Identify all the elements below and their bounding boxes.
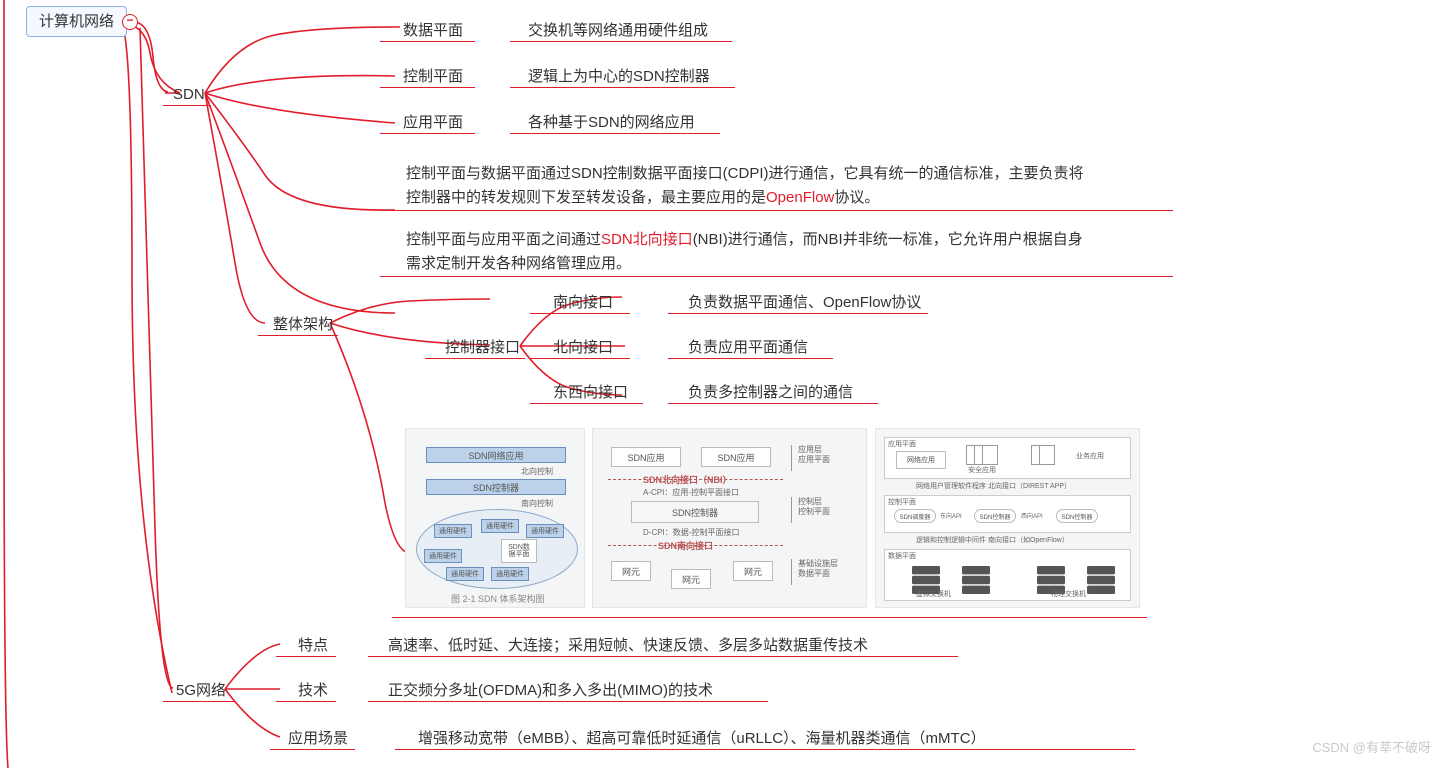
root-node[interactable]: 计算机网络	[26, 6, 127, 37]
underline	[530, 358, 630, 359]
d1-hw5: 通用硬件	[446, 567, 484, 581]
underline	[530, 313, 630, 314]
underline	[425, 358, 525, 359]
d2-sbi: SDN南向接口	[658, 539, 713, 552]
d1-sdn-data: SDN数 据平面	[501, 539, 537, 563]
d3-sec-app: 安全应用	[968, 465, 996, 475]
underline	[530, 403, 643, 404]
underline	[395, 749, 1135, 750]
d3-east: 东向API	[940, 511, 962, 520]
underline	[368, 701, 768, 702]
d2-right-ctrl: 控制层 控制平面	[791, 497, 858, 523]
d3-line1: 网络用户管理软件程序 北向接口（DIREST APP）	[916, 481, 1071, 491]
d2-ne1: 网元	[611, 561, 651, 581]
d3-data-plane: 数据平面	[888, 551, 916, 561]
d2-acpi: A-CPI：应用-控制平面接口	[643, 487, 739, 498]
d2-ne3: 网元	[733, 561, 773, 581]
d2-app2: SDN应用	[701, 447, 771, 467]
d1-hw1: 通用硬件	[434, 524, 472, 538]
underline	[163, 701, 235, 702]
d1-hw4: 通用硬件	[424, 549, 462, 563]
underline	[510, 133, 720, 134]
d2-nbi: SDN北向接口（NBI）	[643, 473, 732, 486]
d3-sdn-ctrl: SDN控制器	[974, 509, 1016, 523]
d2-dcpi: D-CPI：数据-控制平面接口	[643, 527, 739, 538]
underline	[380, 133, 475, 134]
d3-app-plane: 应用平面	[888, 439, 916, 449]
underline	[380, 276, 1173, 277]
d1-hw2: 通用硬件	[481, 519, 519, 533]
underline	[510, 41, 732, 42]
d3-net-app: 网络应用	[896, 451, 946, 469]
d3-other-app: 业务应用	[1076, 451, 1104, 461]
underline	[380, 41, 475, 42]
underline	[380, 210, 1173, 211]
underline	[270, 749, 355, 750]
watermark: CSDN @有莘不破呀	[1312, 737, 1431, 756]
underline	[380, 87, 475, 88]
underline	[276, 656, 336, 657]
underline	[668, 358, 833, 359]
d3-ctrl-plane: 控制平面	[888, 497, 916, 507]
underline	[392, 617, 1147, 618]
diagram-sdn-arch-3: 应用平面 网络应用 安全应用 业务应用 网络用户管理软件程序 北向接口（DIRE…	[875, 428, 1140, 608]
d2-right-infra: 基础设施层 数据平面	[791, 559, 858, 585]
d3-vswitch: 虚拟交换机	[916, 589, 951, 599]
d3-line2: 逻辑和控制逻辑中间件 南向接口（如OpenFlow）	[916, 535, 1069, 545]
underline	[668, 403, 878, 404]
d1-sdn-ctrl: SDN控制器	[426, 479, 566, 495]
d1-sdn-net-app: SDN网络应用	[426, 447, 566, 463]
d3-west: 西向API	[1021, 511, 1043, 520]
d3-pswitch: 物理交换机	[1051, 589, 1086, 599]
d1-hw3: 通用硬件	[526, 524, 564, 538]
d3-sdn-sched: SDN调度器	[894, 509, 936, 523]
d2-sdn-ctrl: SDN控制器	[631, 501, 759, 523]
d1-north-ctrl: 北向控制	[521, 466, 553, 477]
d1-caption: 图 2-1 SDN 体系架构图	[451, 592, 545, 605]
d1-south-ctrl: 南向控制	[521, 498, 553, 509]
underline	[276, 701, 336, 702]
diagram-sdn-arch-2: SDN应用 SDN应用 应用层 应用平面 SDN北向接口（NBI） A-CPI：…	[592, 428, 867, 608]
underline	[368, 656, 958, 657]
d2-app1: SDN应用	[611, 447, 681, 467]
note-nbi: 控制平面与应用平面之间通过SDN北向接口(NBI)进行通信，而NBI并非统一标准…	[398, 224, 1194, 280]
diagram-sdn-arch-1: SDN网络应用 北向控制 SDN控制器 南向控制 通用硬件 通用硬件 通用硬件 …	[405, 428, 585, 608]
underline	[510, 87, 735, 88]
d3-sdn-ctrl2: SDN控制器	[1056, 509, 1098, 523]
underline	[258, 335, 338, 336]
d1-hw6: 通用硬件	[491, 567, 529, 581]
d2-ne2: 网元	[671, 569, 711, 589]
underline	[668, 313, 928, 314]
collapse-icon[interactable]: −	[122, 14, 138, 30]
underline	[163, 105, 211, 106]
d2-right-app: 应用层 应用平面	[791, 445, 858, 471]
note-cdpi: 控制平面与数据平面通过SDN控制数据平面接口(CDPI)进行通信，它具有统一的通…	[398, 158, 1194, 214]
